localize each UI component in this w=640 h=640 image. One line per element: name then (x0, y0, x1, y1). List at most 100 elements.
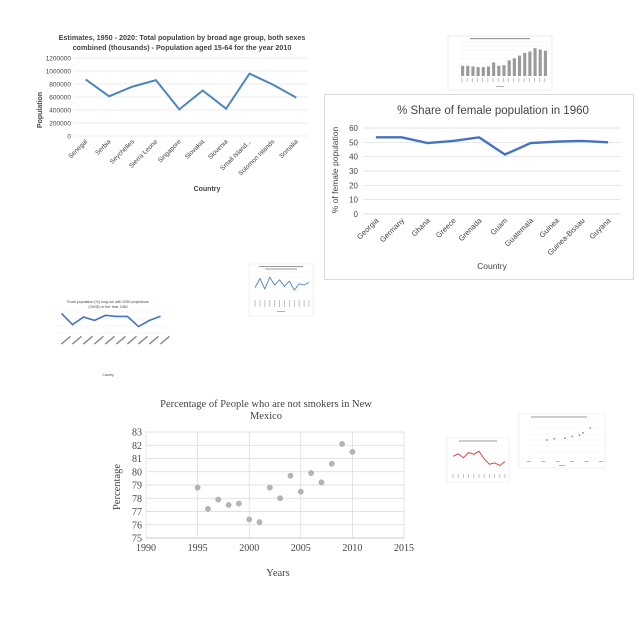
bar (466, 65, 470, 76)
bar (538, 49, 542, 76)
y-tick-label: 80 (132, 467, 142, 478)
data-point (553, 437, 556, 440)
x-tick-label: Guatemala (503, 215, 536, 248)
x-tick-label-placeholder (288, 300, 290, 307)
x-tick-label-placeholder (269, 300, 271, 307)
x-tick-label-placeholder (308, 300, 310, 307)
x-tick-label-placeholder (274, 300, 276, 307)
x-tick-label-placeholder (463, 474, 464, 478)
bar (533, 48, 537, 76)
y-tick-label: 800000 (49, 81, 71, 88)
x-tick-label: Grenada (457, 215, 485, 243)
bar (543, 50, 547, 76)
data-point (589, 427, 592, 429)
data-point (571, 435, 574, 438)
x-tick-label-placeholder (492, 78, 494, 82)
mini-red-series-line (452, 450, 506, 467)
thumbnail-frame (446, 437, 510, 483)
x-tick-label-placeholder (527, 461, 531, 462)
rural-population-chart: Rural population (%) long-run with 2050 … (56, 300, 170, 377)
x-tick-label-placeholder (115, 335, 126, 345)
mini-scatter-chart-card (518, 413, 606, 469)
data-point (256, 519, 263, 525)
non-smokers-xlabel: Years (266, 568, 289, 579)
data-point (546, 439, 548, 441)
x-tick-label-placeholder (504, 474, 506, 478)
x-tick-label-placeholder (478, 474, 480, 478)
bar (523, 52, 527, 76)
population-xlabel: Country (194, 186, 221, 193)
data-point (349, 449, 356, 455)
data-point (308, 470, 314, 476)
data-point (582, 431, 584, 434)
rural-population-chart-card: Rural population (%) long-run with 2050 … (40, 298, 170, 380)
y-tick-label: 0 (354, 210, 359, 219)
rural-series-line (60, 312, 161, 328)
thumbnail-frame (518, 413, 606, 469)
female-share-ylabel: % of female population (330, 126, 340, 213)
x-tick-label-placeholder (284, 300, 285, 307)
mini-red-line-chart-card (446, 437, 510, 483)
x-tick-label-placeholder (82, 335, 93, 345)
x-tick-label-placeholder (523, 78, 525, 82)
x-axis-label-placeholder (559, 465, 565, 466)
data-point (225, 502, 232, 508)
x-tick-label-placeholder (584, 461, 589, 462)
y-tick-label: 60 (349, 124, 358, 133)
x-tick-label: 2015 (394, 543, 414, 554)
x-axis-label-placeholder (277, 311, 285, 312)
x-tick-label: Serbia (94, 138, 113, 157)
x-tick-label-placeholder (513, 78, 515, 82)
x-tick-label: 2005 (291, 543, 311, 554)
y-tick-label: 78 (132, 494, 142, 505)
y-tick-label: 82 (132, 441, 142, 452)
bar (486, 66, 491, 76)
population-chart-title: combined (thousands) - Population aged 1… (73, 43, 292, 52)
y-tick-label: 79 (132, 481, 142, 492)
mini-bar-plot-area (447, 35, 553, 91)
x-tick-label-placeholder (499, 474, 501, 478)
x-tick-label: 1995 (188, 543, 208, 554)
x-tick-label-placeholder (570, 461, 575, 462)
y-tick-label: 75 (132, 534, 142, 545)
x-tick-label-placeholder (298, 300, 300, 307)
x-tick-label-placeholder (508, 78, 509, 82)
bar (492, 62, 496, 76)
x-tick-label: Greece (434, 216, 458, 240)
x-tick-label-placeholder (71, 335, 82, 345)
data-point (328, 460, 335, 467)
population-series-line (85, 72, 297, 111)
y-tick-label: 77 (132, 507, 142, 518)
x-tick-label-placeholder (483, 474, 485, 478)
data-point (236, 500, 242, 507)
data-point (318, 479, 325, 486)
bar (512, 58, 516, 76)
x-tick-label-placeholder (599, 461, 603, 462)
population-chart: Estimates, 1950 - 2020: Total population… (37, 33, 308, 193)
population-chart-card: Estimates, 1950 - 2020: Total population… (24, 24, 320, 200)
data-point (266, 484, 273, 491)
x-tick-label-placeholder (303, 300, 305, 307)
rural-population-chart-title: Rural population (%) long-run with 2050 … (67, 300, 149, 304)
x-tick-label-placeholder (126, 335, 137, 345)
data-point (194, 484, 201, 491)
thumbnail-title-placeholder (265, 268, 297, 270)
x-tick-label: Senegal (67, 138, 89, 160)
mini-scatter-plot-area (518, 413, 606, 469)
non-smokers-chart-card: Percentage of People who are not smokers… (104, 392, 424, 582)
x-tick-label-placeholder (497, 78, 499, 82)
mini-bar-chart (447, 35, 553, 91)
x-tick-label-placeholder (473, 474, 475, 478)
x-tick-label-placeholder (137, 335, 148, 345)
x-tick-label-placeholder (279, 300, 280, 307)
non-smokers-chart-title: Mexico (250, 411, 282, 422)
x-tick-label-placeholder (502, 78, 504, 82)
x-tick-label-placeholder (254, 300, 256, 307)
x-tick-label: 2010 (342, 543, 362, 554)
x-tick-label-placeholder (489, 474, 490, 478)
y-tick-label: 50 (349, 138, 358, 147)
x-tick-label-placeholder (457, 474, 459, 478)
data-point (277, 495, 284, 502)
y-tick-label: 400000 (49, 107, 71, 114)
x-tick-label: 2000 (239, 543, 259, 554)
